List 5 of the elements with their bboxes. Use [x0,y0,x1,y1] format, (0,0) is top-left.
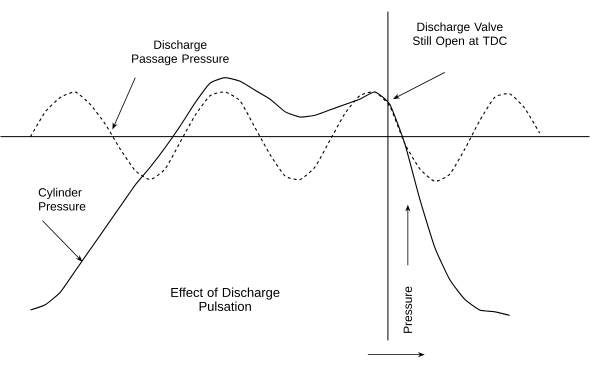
text: Cylinder Pressure [38,188,86,210]
text: Effect of Discharge Pulsation [171,287,280,311]
y-axis-title: Pressure [404,286,412,333]
text: Discharge Valve Still Open at TDC [412,22,507,48]
text: Discharge Passage Pressure [132,40,229,66]
